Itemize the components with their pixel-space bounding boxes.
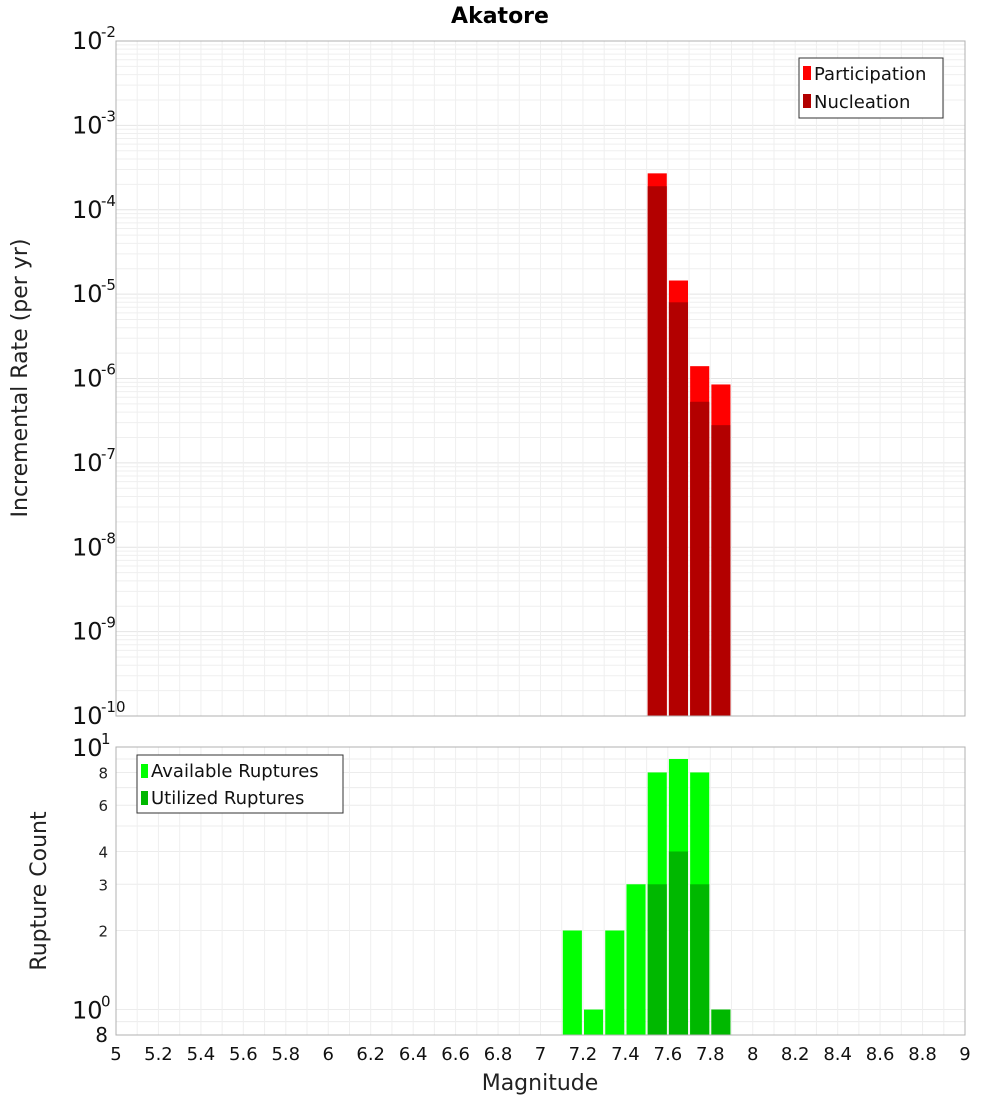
x-tick-label: 9 [959, 1044, 970, 1065]
bottom-y-minor-tick-label: 3 [98, 876, 108, 894]
top-y-tick-exponent: -6 [101, 361, 116, 379]
x-tick-label: 7 [535, 1044, 546, 1065]
top-y-tick-exponent: -8 [101, 529, 116, 547]
top-y-tick-base: 10 [72, 111, 103, 139]
top-y-tick-base: 10 [72, 196, 103, 224]
legend-swatch-available [141, 764, 148, 778]
bottom-grid [115, 746, 966, 1036]
x-tick-label: 5.8 [271, 1044, 300, 1065]
top-y-tick-exponent: -2 [101, 23, 116, 41]
top-y-axis-label: Incremental Rate (per yr) [8, 239, 33, 518]
top-y-tick-exponent: -9 [101, 614, 116, 632]
top-grid [115, 41, 966, 717]
legend-label-available: Available Ruptures [151, 761, 319, 782]
x-tick-labels: 5 5.2 5.4 5.6 5.8 6 6.2 6.4 6.6 6.8 7 7.2 7.4 7.6 7.8 8… [110, 1044, 970, 1065]
x-tick-label: 7.2 [569, 1044, 598, 1065]
x-tick-label: 6.2 [356, 1044, 385, 1065]
x-tick-label: 8.2 [781, 1044, 810, 1065]
x-tick-label: 6.6 [441, 1044, 470, 1065]
bar-available-ruptures [584, 1009, 604, 1035]
top-y-tick-exponent: -10 [101, 698, 126, 716]
bar-nucleation [711, 425, 731, 716]
x-tick-label: 6.4 [399, 1044, 428, 1065]
legend-label-participation: Participation [814, 64, 926, 85]
top-y-tick-exponent: -3 [101, 107, 116, 125]
bottom-y-minor-tick-label: 2 [98, 923, 108, 941]
bottom-y-axis-label: Rupture Count [27, 811, 52, 971]
bar-utilized-ruptures [668, 851, 689, 1035]
top-y-tick-base: 10 [72, 27, 103, 55]
legend-label-nucleation: Nucleation [814, 92, 910, 113]
chart-title: Akatore [451, 4, 549, 29]
bottom-y-tick-exponent: 1 [101, 730, 111, 748]
bottom-y-minor-tick-label: 4 [98, 843, 108, 861]
x-tick-label: 7.8 [696, 1044, 725, 1065]
legend-label-utilized: Utilized Ruptures [151, 788, 304, 809]
x-tick-label: 6 [323, 1044, 334, 1065]
bar-utilized-ruptures [647, 884, 667, 1035]
top-y-tick-exponent: -4 [101, 192, 116, 210]
bottom-y-minor-tick-label: 6 [98, 797, 108, 815]
bar-nucleation [647, 186, 667, 716]
bottom-y-tick-base: 10 [72, 997, 103, 1025]
top-y-tick-labels: 10-210-310-410-510-610-710-810-910-10 [72, 23, 126, 730]
top-legend: Participation Nucleation [798, 57, 944, 119]
bottom-plot-border [115, 746, 966, 1036]
x-tick-label: 5 [110, 1044, 121, 1065]
bottom-legend: Available Ruptures Utilized Ruptures [136, 754, 344, 814]
top-bars [647, 173, 731, 716]
legend-swatch-participation [803, 66, 811, 80]
bar-available-ruptures [562, 930, 582, 1035]
top-y-tick-base: 10 [72, 449, 103, 477]
bottom-y-tick-exponent: 0 [101, 993, 111, 1011]
x-axis-label: Magnitude [482, 1071, 599, 1096]
legend-swatch-nucleation [803, 94, 811, 108]
x-tick-label: 7.4 [611, 1044, 640, 1065]
x-tick-label: 5.6 [229, 1044, 258, 1065]
top-plot-border [115, 40, 966, 717]
bottom-bars [562, 759, 731, 1035]
bar-available-ruptures [626, 884, 646, 1035]
x-tick-label: 8.4 [823, 1044, 852, 1065]
bottom-y-minor-tick-label: 8 [98, 764, 108, 782]
legend-swatch-utilized [141, 791, 148, 805]
top-y-tick-base: 10 [72, 280, 103, 308]
x-tick-label: 6.8 [484, 1044, 513, 1065]
x-tick-label: 8 [747, 1044, 758, 1065]
x-tick-label: 5.4 [187, 1044, 216, 1065]
top-y-tick-exponent: -7 [101, 445, 116, 463]
top-y-tick-base: 10 [72, 533, 103, 561]
top-y-tick-base: 10 [72, 618, 103, 646]
bar-nucleation [668, 302, 689, 716]
top-y-tick-base: 10 [72, 365, 103, 393]
bar-utilized-ruptures [711, 1009, 731, 1035]
bottom-y-minor-tick-label: 8 [95, 1023, 108, 1047]
x-tick-label: 5.2 [144, 1044, 173, 1065]
x-tick-label: 7.6 [654, 1044, 683, 1065]
bar-nucleation [690, 401, 710, 716]
bar-utilized-ruptures [690, 884, 710, 1035]
x-tick-label: 8.6 [866, 1044, 895, 1065]
x-tick-label: 8.8 [908, 1044, 937, 1065]
top-y-tick-exponent: -5 [101, 276, 116, 294]
bar-available-ruptures [605, 930, 625, 1035]
bottom-y-tick-base: 10 [72, 734, 103, 762]
top-y-tick-base: 10 [72, 702, 103, 730]
